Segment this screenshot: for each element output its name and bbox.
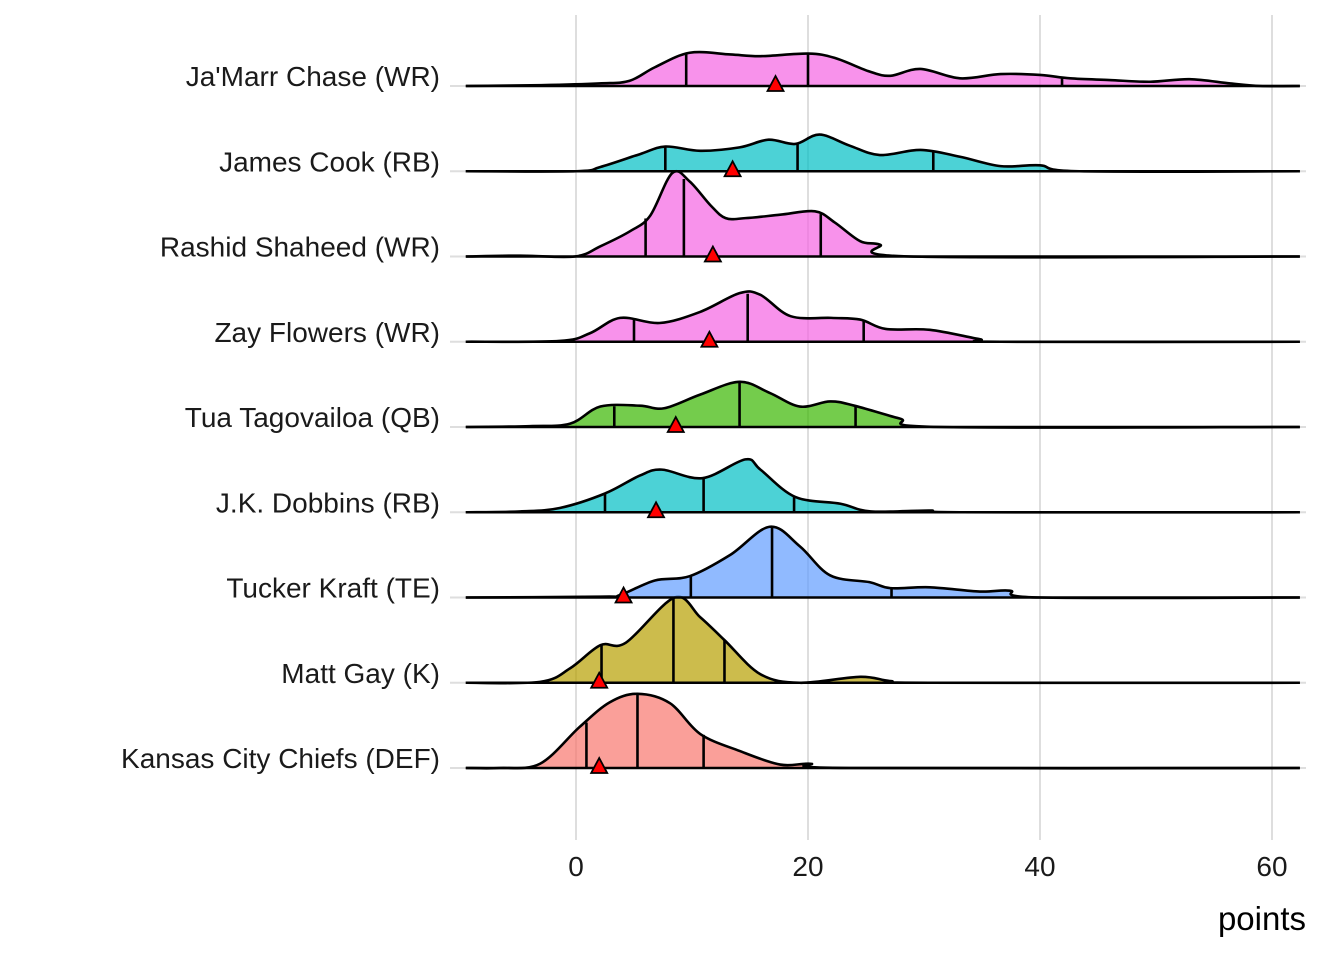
row-labels: Ja'Marr Chase (WR) James Cook (RB) Rashid … [121,61,440,774]
row-label: James Cook (RB) [219,146,440,177]
row-label: Zay Flowers (WR) [214,317,440,348]
ridges [465,50,1300,774]
ridge-ja-marr-chase-wr [465,50,1300,92]
x-tick-label: 40 [1024,851,1055,882]
mean-marker [589,670,609,689]
ridge-kansas-city-chiefs-def [465,692,1300,774]
mean-marker [614,585,634,604]
x-axis-ticks: 0 20 40 60 [568,851,1287,882]
row-label: Rashid Shaheed (WR) [160,232,440,263]
row-label: Ja'Marr Chase (WR) [186,61,440,92]
density-outline [465,169,1300,259]
density-area [465,596,1300,684]
x-tick-label: 60 [1256,851,1287,882]
mean-marker [703,244,723,263]
ridge-tucker-kraft-te [465,525,1300,604]
mean-marker [699,329,719,348]
row-label: Kansas City Chiefs (DEF) [121,743,440,774]
x-tick-label: 0 [568,851,584,882]
x-tick-label: 20 [792,851,823,882]
ridge-j-k-dobbins-rb [465,457,1300,519]
density-outline [465,525,1300,600]
density-area [465,52,1300,87]
row-label: Tua Tagovailoa (QB) [185,402,440,433]
density-outline [465,380,1300,429]
density-outline [465,133,1300,173]
row-label: Matt Gay (K) [281,658,440,689]
mean-marker [723,159,743,178]
density-area [465,291,1300,342]
ridge-james-cook-rb [465,133,1300,178]
ridge-tua-tagovailoa-qb [465,380,1300,433]
density-area [465,526,1300,599]
mean-marker [766,74,786,92]
density-outline [465,50,1300,88]
ridge-zay-flowers-wr [465,290,1300,348]
mean-marker [589,756,609,774]
density-area [465,693,1300,769]
density-area [465,459,1300,513]
density-area [465,381,1300,428]
ridge-matt-gay-k [465,595,1300,689]
x-axis-title: points [1218,900,1306,937]
mean-marker [646,500,666,519]
row-label: J.K. Dobbins (RB) [216,487,440,518]
density-area [465,171,1300,258]
row-label: Tucker Kraft (TE) [226,573,440,604]
ridge-rashid-shaheed-wr [465,169,1300,263]
mean-marker [666,415,686,433]
density-area [465,134,1300,172]
